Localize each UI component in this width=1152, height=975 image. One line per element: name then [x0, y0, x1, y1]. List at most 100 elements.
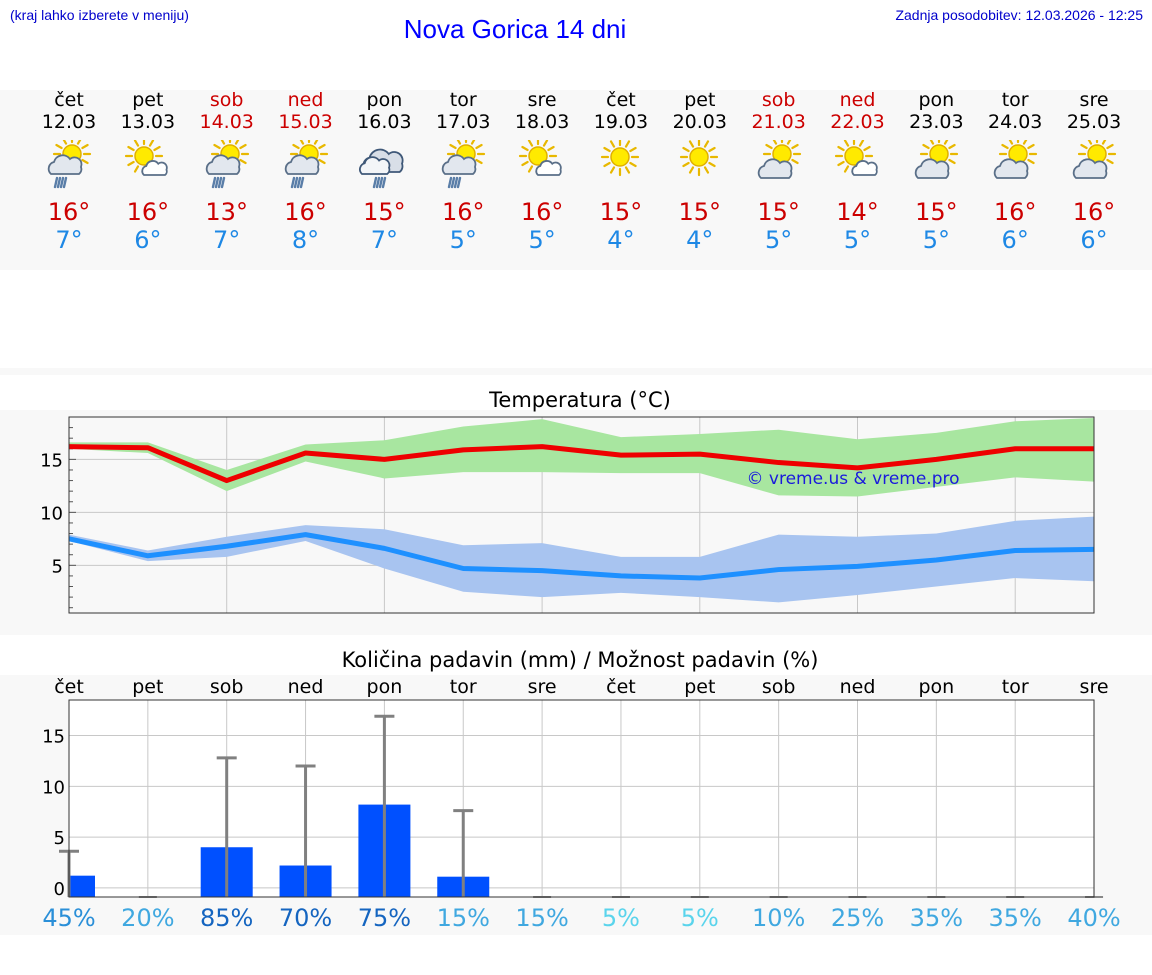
- day-name: ned: [839, 89, 876, 111]
- sun-cloud-rain-icon: [205, 140, 249, 189]
- temp-min: 6°: [1080, 226, 1108, 254]
- precip-probability-label: 35%: [989, 904, 1042, 932]
- day-name: čet: [54, 89, 84, 111]
- precip-probability-label: 5%: [681, 904, 719, 932]
- sun-small-cloud-icon: [518, 140, 562, 176]
- temp-max: 15°: [599, 198, 643, 226]
- temp-max: 15°: [757, 198, 800, 226]
- temp-max: 16°: [993, 198, 1037, 226]
- temp-min: 6°: [134, 226, 162, 254]
- precip-probability-label: 25%: [831, 904, 884, 932]
- day-name: čet: [606, 89, 636, 111]
- forecast-band: [0, 90, 1152, 270]
- day-date: 23.03: [909, 111, 964, 133]
- menu-hint: (kraj lahko izberete v meniju): [10, 7, 189, 23]
- day-date: 12.03: [41, 111, 97, 133]
- line-max: [68, 444, 1095, 484]
- category-label: tor: [1002, 676, 1029, 698]
- sun-cloud-icon: [915, 140, 959, 179]
- plot-frame: [68, 416, 1095, 614]
- temp-max: 16°: [441, 198, 485, 226]
- precip-probability-label: 15%: [515, 904, 568, 932]
- category-label: čet: [54, 676, 84, 698]
- temp-min: 8°: [291, 226, 320, 254]
- temp-max: 16°: [284, 198, 327, 226]
- sun-small-cloud-icon: [834, 140, 878, 176]
- y-tick-label: 5: [54, 828, 65, 849]
- sun-cloud-rain-icon: [442, 140, 486, 189]
- temp-min: 4°: [686, 226, 714, 254]
- day-date: 25.03: [1066, 111, 1122, 133]
- day-name: tor: [449, 89, 477, 111]
- precip-chart: 0 5 10 15 čet pet sob ned pon tor sre čet pet sob ned p…: [42, 676, 1121, 932]
- sun-small-cloud-icon: [124, 140, 168, 176]
- day-name: pon: [918, 89, 955, 111]
- y-tick-label: 10: [42, 777, 65, 798]
- category-label: ned: [840, 676, 876, 698]
- temp-max: 15°: [915, 198, 958, 226]
- plot-frame: [68, 699, 1095, 898]
- precip-probability-label: 85%: [200, 904, 253, 932]
- temp-min: 7°: [55, 226, 83, 254]
- category-label: pon: [367, 676, 403, 698]
- temp-max: 16°: [1072, 198, 1116, 226]
- y-tick-label: 15: [42, 727, 65, 748]
- temp-min: 6°: [1001, 226, 1029, 254]
- sun-cloud-rain-icon: [47, 140, 92, 189]
- category-label: pet: [132, 676, 163, 698]
- temp-min: 5°: [922, 226, 950, 254]
- sun-cloud-icon: [1072, 140, 1117, 179]
- precip-probability-label: 40%: [1067, 904, 1120, 932]
- day-name: pon: [366, 89, 403, 111]
- temperature-chart: 5 10 15 © vreme.us & vreme.pro: [40, 416, 1095, 614]
- temp-min: 4°: [607, 226, 635, 254]
- last-update: Zadnja posodobitev: 12.03.2026 - 12:25: [895, 7, 1143, 23]
- temp-max: 16°: [126, 198, 170, 226]
- watermark: © vreme.us & vreme.pro: [746, 469, 959, 489]
- cloud-rain-icon: [359, 148, 404, 189]
- precip-bar: [69, 875, 95, 897]
- y-tick-label: 5: [52, 556, 63, 577]
- temp-min: 7°: [370, 226, 399, 254]
- precip-probability-label: 15%: [437, 904, 490, 932]
- temp-min: 5°: [765, 226, 793, 254]
- temp-max: 14°: [836, 198, 879, 226]
- day-date: 14.03: [199, 111, 254, 133]
- precip-probability-label: 10%: [752, 904, 805, 932]
- category-label: ned: [288, 676, 324, 698]
- line-min: [68, 532, 1095, 581]
- temp-max: 15°: [678, 198, 722, 226]
- precip-probability-label: 75%: [358, 904, 411, 932]
- day-name: ned: [287, 89, 324, 111]
- sun-cloud-icon: [757, 140, 801, 179]
- precip-probability-label: 35%: [910, 904, 963, 932]
- precip-chart-title: Količina padavin (mm) / Možnost padavin …: [341, 648, 819, 672]
- day-date: 19.03: [593, 111, 649, 133]
- temp-max: 15°: [363, 198, 406, 226]
- temp-max: 13°: [205, 198, 248, 226]
- day-name: pet: [684, 89, 716, 111]
- day-name: pet: [132, 89, 164, 111]
- category-label: pon: [918, 676, 954, 698]
- day-date: 24.03: [987, 111, 1043, 133]
- day-date: 22.03: [830, 111, 885, 133]
- precip-probability-label: 45%: [42, 904, 95, 932]
- day-date: 15.03: [278, 111, 333, 133]
- day-name: sre: [1079, 89, 1109, 111]
- y-tick-label: 0: [54, 879, 65, 900]
- category-label: sre: [1080, 676, 1109, 698]
- y-tick-label: 10: [40, 503, 63, 524]
- sun-icon: [679, 140, 718, 177]
- category-label: sob: [210, 676, 244, 698]
- category-label: pet: [684, 676, 715, 698]
- separator-band: [0, 368, 1152, 375]
- temp-min: 5°: [449, 226, 477, 254]
- temp-min: 7°: [213, 226, 241, 254]
- day-date: 20.03: [672, 111, 727, 133]
- category-label: sre: [528, 676, 557, 698]
- day-date: 16.03: [357, 111, 412, 133]
- day-name: sob: [761, 89, 796, 111]
- sun-cloud-rain-icon: [284, 140, 328, 189]
- precip-probability-label: 5%: [602, 904, 640, 932]
- temp-min: 5°: [843, 226, 872, 254]
